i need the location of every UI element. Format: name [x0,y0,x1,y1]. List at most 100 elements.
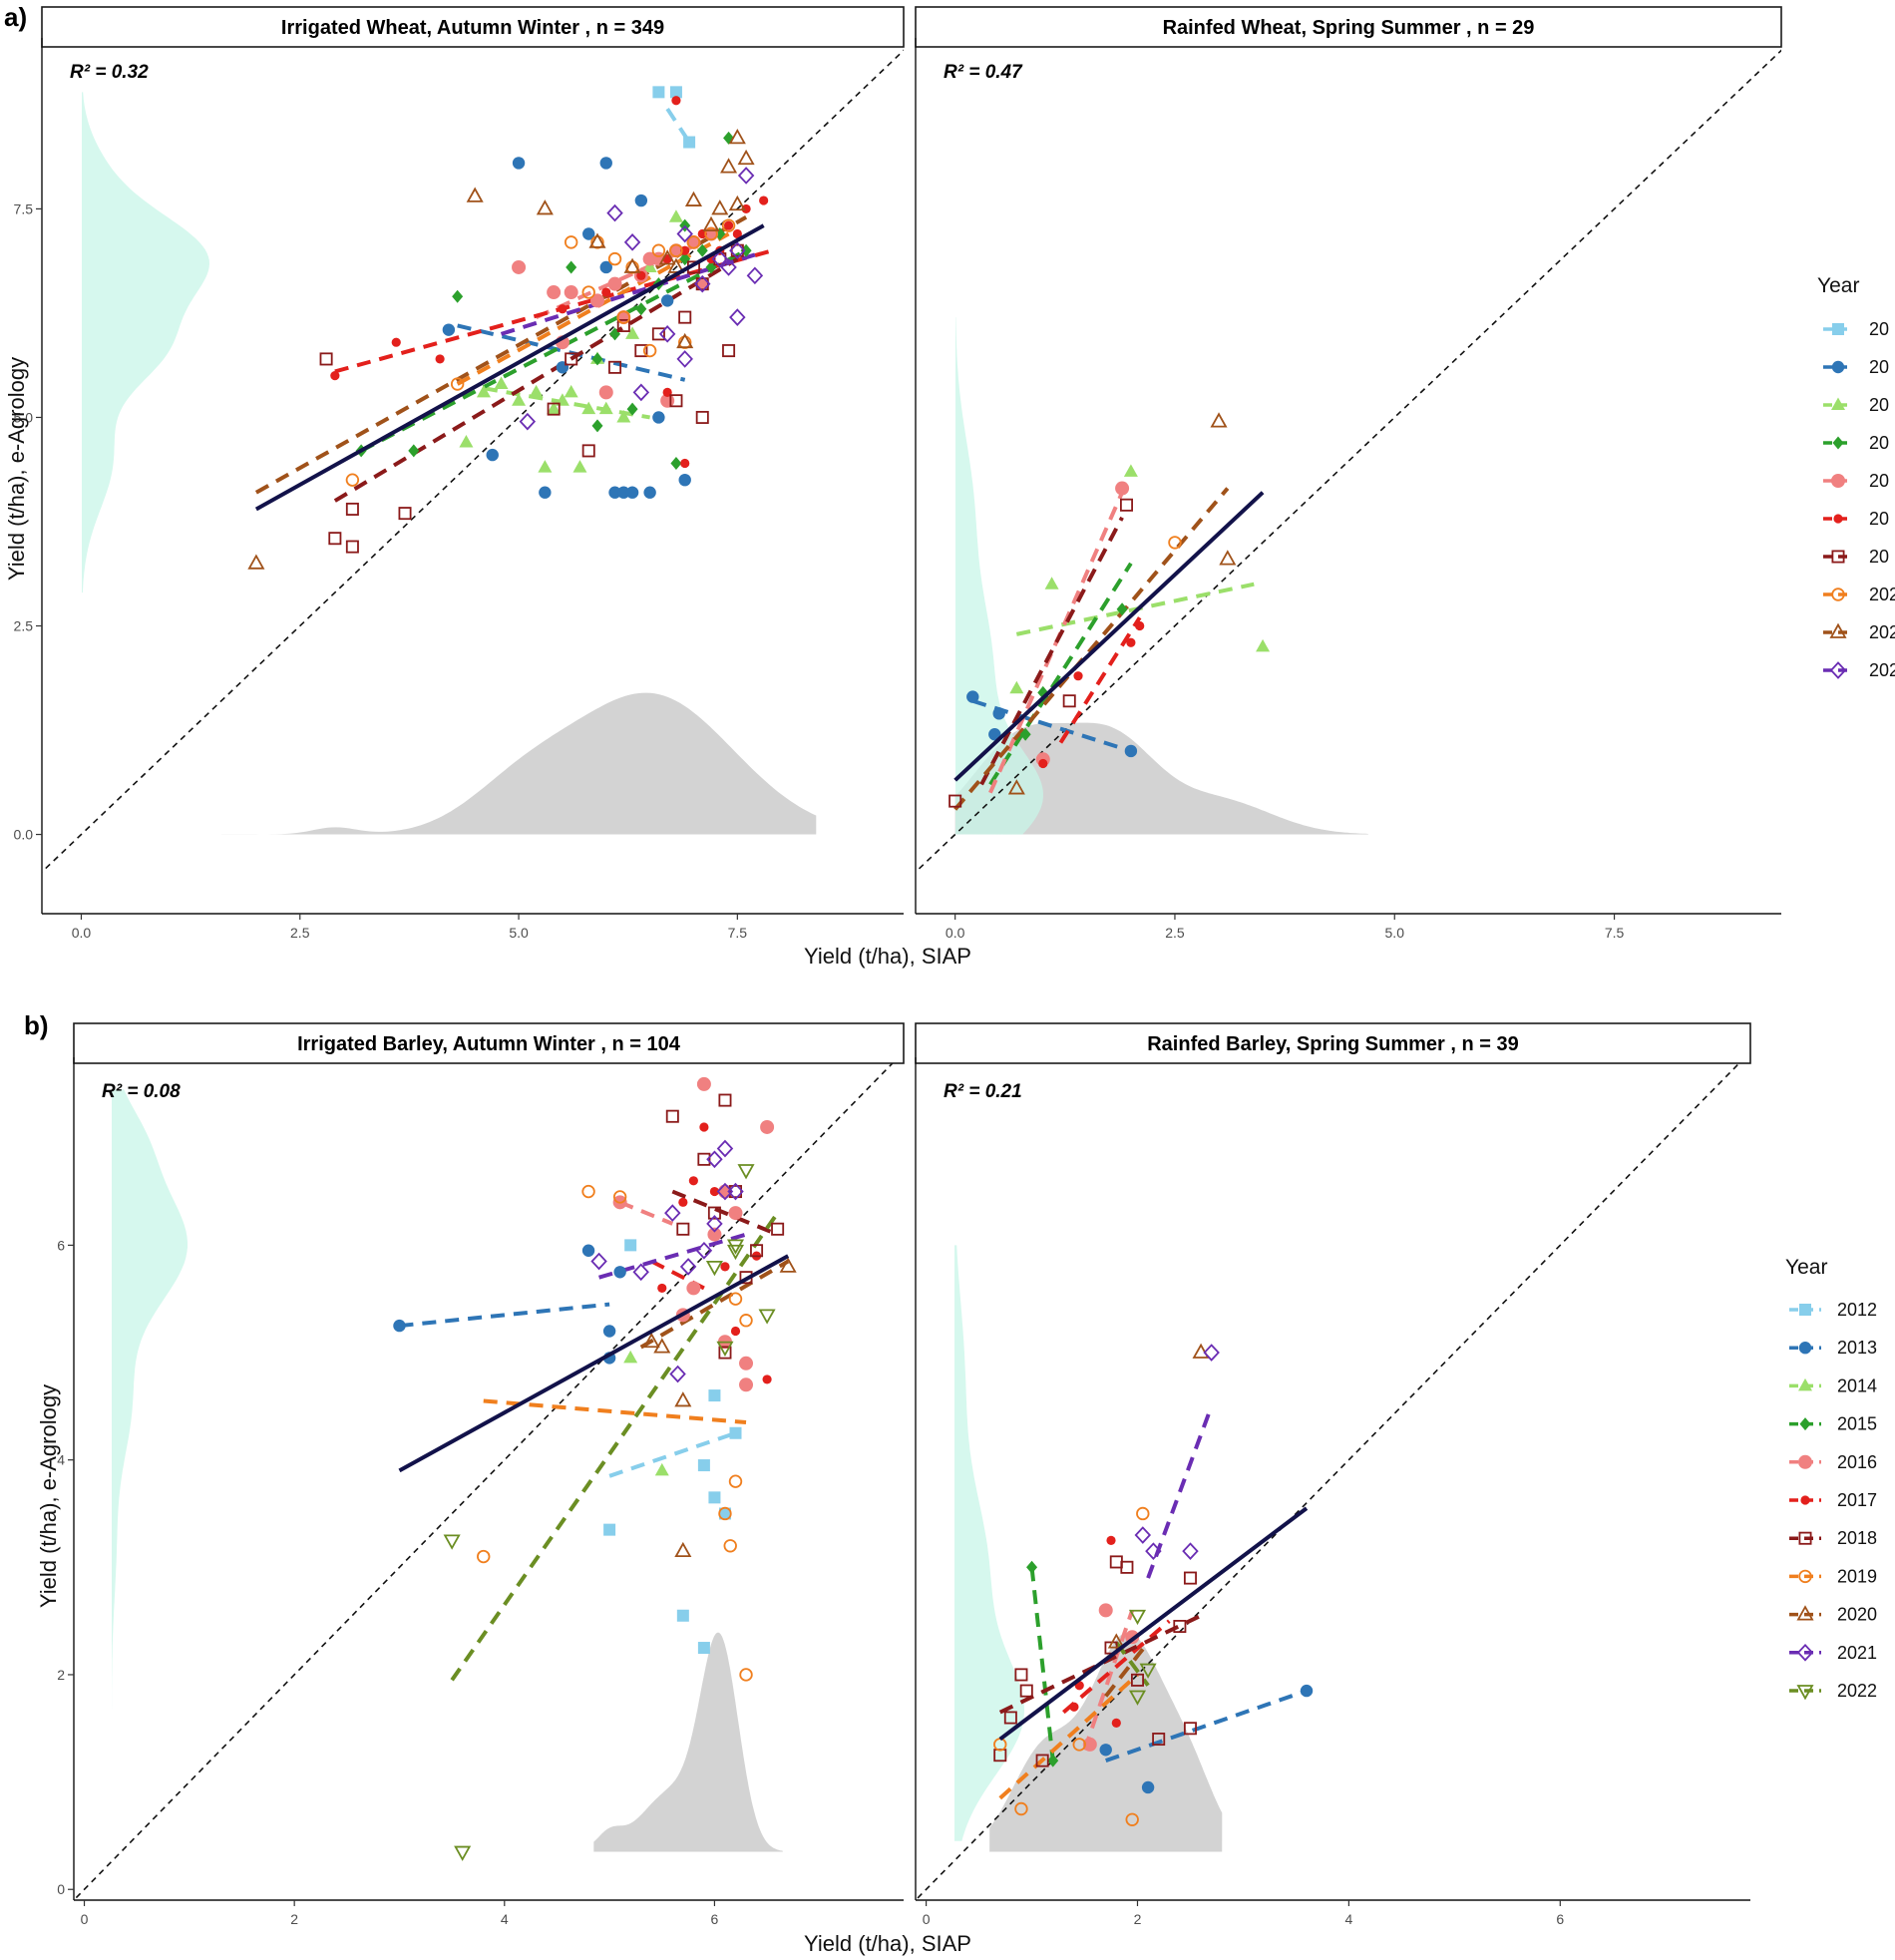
point-2021 [606,203,623,222]
point-2016 [686,1281,701,1296]
facet-title: Rainfed Wheat, Spring Summer , n = 29 [1163,17,1535,39]
legend-item-2013: 20 [1823,357,1889,377]
point-2015 [1116,602,1128,616]
point-2021 [590,1252,607,1271]
legend-label: 2013 [1837,1338,1877,1358]
point-2021 [737,167,755,185]
point-2021 [519,412,537,431]
point-2016 [607,276,622,291]
point-2019 [450,377,465,391]
point-2018 [1003,1711,1017,1725]
point-2017 [720,1262,730,1272]
point-2018 [665,1109,679,1123]
legend-item-2022: 2022 [1789,1681,1877,1701]
point-2019 [728,1292,743,1306]
point-2012 [718,1507,731,1520]
legend-item-2016: 20 [1823,471,1889,491]
point-2012 [603,1523,616,1536]
x-tick-label: 6 [711,1911,719,1927]
point-2021 [695,1241,713,1260]
point-2019 [581,285,595,299]
point-2018 [634,344,648,358]
point-2013 [602,1325,616,1338]
legend-marker-2018 [1831,550,1845,564]
point-2017 [709,1186,720,1197]
point-2017 [1069,1702,1079,1712]
y-axis-title-a: Yield (t/ha), e-Agrology [4,357,29,581]
point-2014 [625,326,640,339]
legend-label: 2020 [1837,1605,1877,1625]
point-2016 [1115,481,1130,496]
point-2015 [408,444,420,458]
point-2020 [623,257,641,273]
point-2015 [1026,1560,1038,1574]
point-2021 [706,1215,723,1233]
point-2018 [718,1093,732,1107]
point-2020 [1007,779,1025,795]
point-2020 [247,554,265,570]
point-2022 [726,1239,745,1255]
point-2015 [670,456,682,470]
legend-marker-2015 [1799,1417,1811,1431]
point-2013 [608,486,621,499]
density-y [954,1245,1024,1841]
density-y [82,92,209,593]
legend-item-2017: 2017 [1789,1490,1877,1510]
legend-year-a: Year 20 20 20 20 20 20 20 202 202 202 [1817,274,1895,680]
point-2016 [547,285,562,300]
point-2017 [678,1197,688,1207]
plot-area [916,49,1781,874]
point-2018 [676,1222,690,1236]
point-2018 [728,1185,742,1199]
legend-item-2015: 2015 [1789,1414,1877,1434]
facet-strip [41,6,905,48]
fit-line-2018 [998,1613,1202,1715]
point-2020 [728,129,746,145]
point-2019 [607,251,622,266]
x-tick-label: 2 [290,1911,298,1927]
point-2018 [608,360,622,374]
point-2022 [758,1309,776,1325]
point-2012 [708,1389,721,1402]
point-2019 [1136,1506,1150,1521]
legend-item-2012: 2012 [1789,1300,1877,1320]
x-tick-label: 2.5 [290,925,310,941]
point-2018 [707,1206,721,1220]
point-2014 [538,460,553,473]
point-2021 [669,1365,686,1383]
r-squared-label: R² = 0.32 [70,62,149,83]
point-2019 [612,1190,627,1204]
point-2021 [720,258,737,276]
fit-line-2016 [618,1200,674,1226]
point-2012 [697,1459,710,1472]
point-2020 [737,149,755,166]
point-2013 [581,1244,595,1257]
legend-marker-2017 [1833,514,1843,524]
one-to-one-line [916,49,1781,874]
point-2014 [654,1462,669,1476]
point-2019 [1168,536,1182,550]
overall-fit-line [254,223,765,512]
point-2013 [512,157,526,170]
x-axis-title-b: Yield (t/ha), SIAP [804,1931,971,1956]
fit-line-2012 [608,1430,737,1478]
point-2018 [771,1222,785,1236]
fit-line-2017 [1058,616,1142,744]
legend-item-2014: 2014 [1789,1375,1877,1395]
x-tick-label: 2.5 [1165,925,1185,941]
fit-line-2018 [979,516,1124,786]
point-2021 [746,266,764,285]
point-2021 [632,1263,649,1282]
point-2017 [435,354,445,364]
point-2012 [708,1491,721,1504]
point-2013 [393,1319,406,1333]
point-2014 [1256,638,1271,652]
legend-marker-2015 [1832,436,1844,450]
point-2019 [669,243,683,257]
legend-label: 2017 [1837,1490,1877,1510]
x-tick-label: 0 [81,1911,89,1927]
density-y [955,317,1043,835]
point-2018 [1109,1555,1123,1569]
point-2016 [589,293,604,308]
